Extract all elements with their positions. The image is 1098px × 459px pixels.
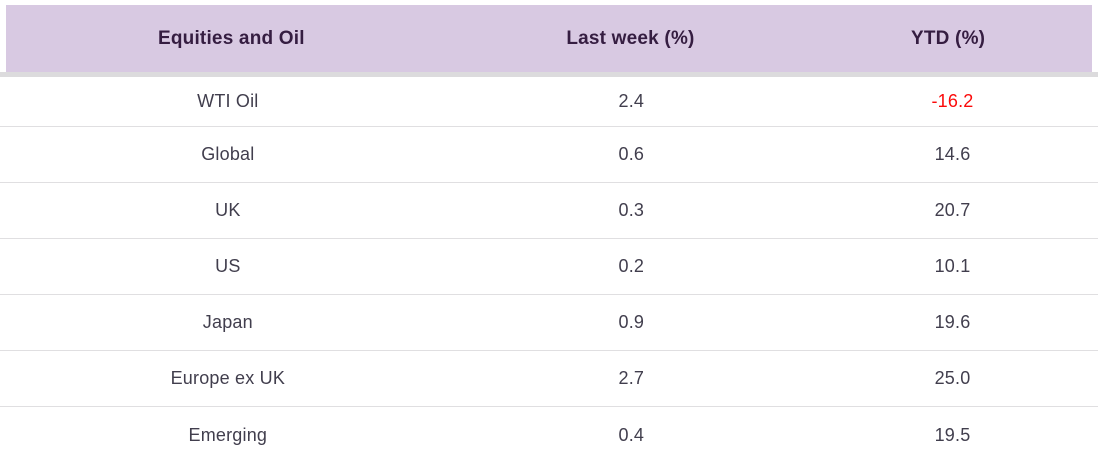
last-week-value: 0.4 [618,424,645,445]
last-week-value: 2.7 [618,368,645,388]
table-row-japan: Japan 0.9 19.6 [0,295,1098,351]
row-label: Japan [202,312,253,332]
table-row-global: Global 0.6 14.6 [0,127,1098,183]
column-header-ytd: YTD (%) [910,27,986,49]
row-label: Europe ex UK [170,368,286,388]
ytd-value: -16.2 [931,91,974,111]
column-header-equities-and-oil: Equities and Oil [157,27,305,49]
row-label: Emerging [188,424,268,445]
last-week-value: 0.2 [618,256,645,276]
row-label: US [215,256,241,276]
row-label: UK [215,200,241,220]
last-week-value: 0.9 [618,312,645,332]
last-week-value: 2.4 [618,91,645,111]
ytd-value: 10.1 [934,256,971,276]
ytd-value: 19.5 [934,424,971,445]
ytd-value: 25.0 [934,368,971,388]
last-week-value: 0.6 [618,144,645,164]
row-label: Global [201,144,255,164]
ytd-value: 20.7 [934,200,971,220]
table-row-emerging: Emerging 0.4 19.5 [0,407,1098,459]
ytd-value: 14.6 [934,144,971,164]
table-body: WTI Oil 2.4 -16.2 Global 0.6 14.6 UK 0.3… [0,77,1098,459]
table-row-uk: UK 0.3 20.7 [0,183,1098,239]
last-week-value: 0.3 [618,200,645,220]
table-header-row: Equities and Oil Last week (%) YTD (%) [6,5,1092,72]
column-header-last-week: Last week (%) [566,27,695,49]
header-divider-strip [0,72,1098,77]
table-row-europe-ex-uk: Europe ex UK 2.7 25.0 [0,351,1098,407]
table-row-us: US 0.2 10.1 [0,239,1098,295]
table-row-wti-oil: WTI Oil 2.4 -16.2 [0,77,1098,127]
row-label: WTI Oil [197,91,259,111]
equities-and-oil-table: Equities and Oil Last week (%) YTD (%) W… [0,5,1098,459]
ytd-value: 19.6 [934,312,971,332]
